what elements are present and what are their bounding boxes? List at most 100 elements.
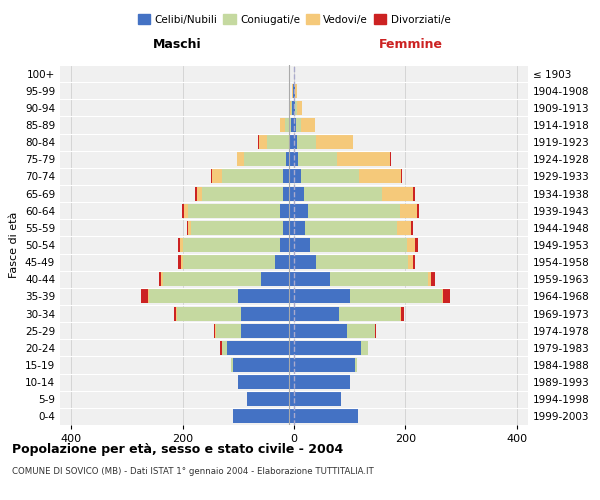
Bar — [241, 324, 294, 338]
Bar — [294, 255, 316, 269]
Bar — [284, 118, 291, 132]
Bar — [149, 290, 238, 304]
Bar — [220, 341, 221, 355]
Bar — [283, 186, 294, 200]
Bar — [400, 306, 401, 320]
Bar — [294, 152, 298, 166]
Bar — [260, 272, 294, 286]
Bar — [142, 290, 148, 304]
Bar — [221, 341, 227, 355]
Bar — [191, 221, 283, 235]
Bar — [305, 221, 397, 235]
Bar — [187, 221, 188, 235]
Bar — [241, 306, 294, 320]
Bar — [338, 306, 400, 320]
Bar — [291, 118, 294, 132]
Bar — [294, 101, 295, 115]
Bar — [289, 101, 290, 115]
Bar — [294, 238, 310, 252]
Bar — [294, 341, 361, 355]
Bar — [413, 186, 415, 200]
Bar — [238, 375, 294, 389]
Bar — [350, 290, 442, 304]
Bar — [196, 186, 197, 200]
Bar — [294, 290, 350, 304]
Bar — [296, 118, 301, 132]
Bar — [173, 306, 176, 320]
Bar — [247, 392, 294, 406]
Bar — [238, 290, 294, 304]
Bar — [411, 221, 413, 235]
Bar — [267, 135, 290, 149]
Bar — [407, 238, 415, 252]
Bar — [316, 135, 353, 149]
Bar — [359, 170, 401, 183]
Text: Femmine: Femmine — [379, 38, 443, 52]
Bar — [188, 221, 191, 235]
Bar — [233, 410, 294, 424]
Bar — [292, 101, 294, 115]
Bar — [294, 410, 358, 424]
Bar — [182, 204, 184, 218]
Bar — [382, 186, 413, 200]
Bar — [294, 272, 330, 286]
Bar — [212, 170, 221, 183]
Bar — [161, 272, 163, 286]
Bar — [286, 152, 294, 166]
Bar — [233, 358, 294, 372]
Bar — [330, 272, 428, 286]
Bar — [294, 221, 305, 235]
Bar — [337, 152, 391, 166]
Bar — [294, 204, 308, 218]
Bar — [297, 135, 316, 149]
Bar — [316, 255, 408, 269]
Bar — [295, 101, 298, 115]
Bar — [401, 306, 404, 320]
Bar — [184, 204, 188, 218]
Bar — [294, 324, 347, 338]
Bar — [442, 290, 443, 304]
Bar — [177, 306, 241, 320]
Text: Maschi: Maschi — [152, 38, 202, 52]
Bar — [347, 324, 375, 338]
Bar — [301, 118, 315, 132]
Bar — [178, 238, 180, 252]
Bar — [431, 272, 435, 286]
Bar — [397, 221, 411, 235]
Bar — [178, 255, 181, 269]
Y-axis label: Anni di nascita: Anni di nascita — [599, 204, 600, 286]
Bar — [216, 324, 241, 338]
Bar — [428, 272, 431, 286]
Bar — [295, 84, 297, 98]
Bar — [294, 306, 338, 320]
Bar — [181, 255, 182, 269]
Bar — [188, 204, 280, 218]
Bar — [416, 204, 419, 218]
Bar — [280, 118, 284, 132]
Bar — [290, 135, 294, 149]
Bar — [202, 186, 283, 200]
Legend: Celibi/Nubili, Coniugati/e, Vedovi/e, Divorziati/e: Celibi/Nubili, Coniugati/e, Vedovi/e, Di… — [133, 10, 455, 29]
Bar — [298, 152, 337, 166]
Bar — [294, 135, 297, 149]
Bar — [294, 375, 350, 389]
Bar — [231, 358, 233, 372]
Bar — [294, 170, 301, 183]
Bar — [148, 290, 149, 304]
Bar — [214, 324, 215, 338]
Bar — [294, 392, 341, 406]
Bar — [290, 101, 292, 115]
Bar — [237, 152, 244, 166]
Bar — [294, 118, 296, 132]
Bar — [294, 186, 304, 200]
Text: COMUNE DI SOVICO (MB) - Dati ISTAT 1° gennaio 2004 - Elaborazione TUTTITALIA.IT: COMUNE DI SOVICO (MB) - Dati ISTAT 1° ge… — [12, 468, 374, 476]
Y-axis label: Fasce di età: Fasce di età — [10, 212, 19, 278]
Bar — [413, 255, 415, 269]
Bar — [280, 204, 294, 218]
Bar — [443, 290, 450, 304]
Bar — [361, 341, 368, 355]
Bar — [415, 238, 418, 252]
Bar — [196, 186, 202, 200]
Bar — [221, 170, 283, 183]
Bar — [400, 204, 416, 218]
